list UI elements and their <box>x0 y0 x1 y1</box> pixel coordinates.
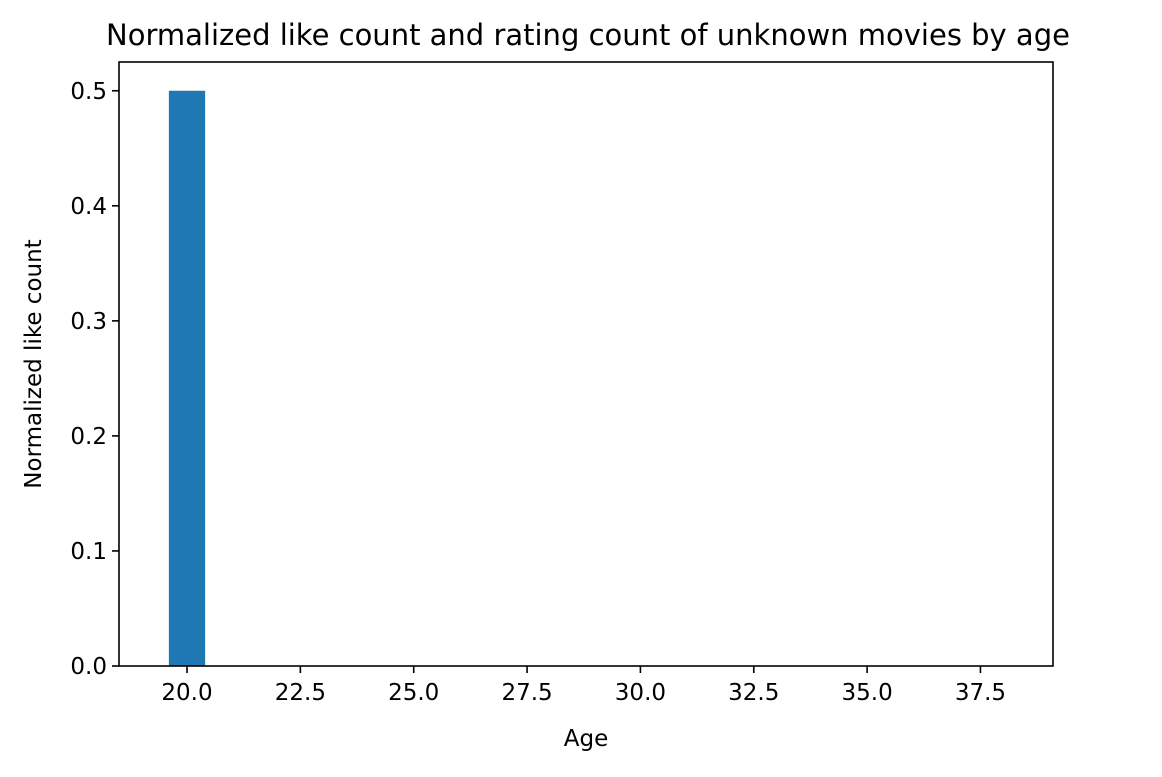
y-axis: 0.0 0.1 0.2 0.3 0.4 0.5 <box>70 79 119 680</box>
y-tick-label: 0.0 <box>70 654 107 680</box>
axes-frame <box>118 61 1054 667</box>
x-axis-label: Age <box>564 726 608 752</box>
x-tick-label: 37.5 <box>955 680 1006 706</box>
plot-area <box>168 90 206 666</box>
y-tick-label: 0.5 <box>70 79 107 105</box>
bar <box>168 90 206 666</box>
chart-title: Normalized like count and rating count o… <box>106 18 1070 52</box>
x-tick-label: 30.0 <box>615 680 666 706</box>
y-tick-label: 0.3 <box>70 309 107 335</box>
x-tick-label: 35.0 <box>842 680 893 706</box>
y-tick-label: 0.4 <box>70 194 107 220</box>
y-axis-label: Normalized like count <box>21 239 47 488</box>
x-tick-label: 20.0 <box>161 680 212 706</box>
x-tick-label: 25.0 <box>388 680 439 706</box>
y-tick-label: 0.2 <box>70 424 107 450</box>
x-tick-label: 22.5 <box>275 680 326 706</box>
y-tick-label: 0.1 <box>70 539 107 565</box>
x-tick-label: 27.5 <box>501 680 552 706</box>
x-axis: 20.0 22.5 25.0 27.5 30.0 32.5 35.0 37.5 <box>161 666 1006 706</box>
x-tick-label: 32.5 <box>728 680 779 706</box>
